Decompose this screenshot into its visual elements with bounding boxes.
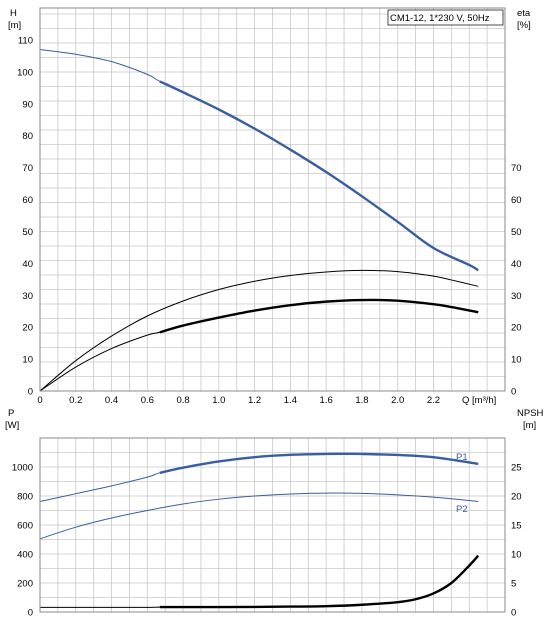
top-chart-series [39, 48, 479, 392]
series-line [39, 492, 479, 540]
right-axis-tick-label: 20 [511, 492, 522, 503]
x-axis-tick-label: 0.2 [69, 395, 82, 406]
left-axis-tick-label: 600 [17, 521, 33, 532]
left-axis-tick-label: 50 [22, 227, 33, 238]
x-axis-tick-label: 0 [37, 395, 42, 406]
bottom-chart-frame [39, 437, 506, 613]
left-axis-tick-label: 0 [28, 387, 33, 398]
chart-title-box [387, 9, 504, 26]
left-axis-tick-label: 1000 [12, 463, 33, 474]
x-axis-tick-label: 2.2 [427, 395, 440, 406]
chart-title: CM1-12, 1*230 V, 50Hz [390, 13, 490, 24]
top-chart-grid [40, 8, 505, 391]
series-line-operating-range [159, 452, 479, 474]
right-axis-tick-label: 40 [511, 259, 522, 270]
right-axis-tick-label: 60 [511, 195, 522, 206]
left-axis-tick-label: 400 [17, 550, 33, 561]
left-axis-tick-label: 110 [18, 35, 33, 46]
x-axis-tick-label: 2.0 [391, 395, 404, 406]
left-axis-tick-label: 20 [22, 323, 33, 334]
left-axis-tick-label: 60 [22, 195, 33, 206]
bottom-chart-grid [40, 438, 505, 612]
left-axis-tick-label: 100 [17, 67, 33, 78]
left-axis-tick-label: 0 [28, 608, 33, 619]
right-axis-tick-label: 25 [511, 463, 522, 474]
x-axis-tick-label: 1.2 [248, 395, 261, 406]
right-axis-tick-label: 10 [511, 355, 522, 366]
bottom-chart-tick-labels: 0 200 400 600 800 1000 0 5 10 15 20 25 [12, 463, 522, 619]
top-chart-frame [39, 7, 506, 392]
right-axis-tick-label: 20 [511, 323, 522, 334]
series-line [39, 48, 479, 271]
x-axis-tick-label: 1.4 [284, 395, 297, 406]
power-axis-unit: [W] [5, 420, 19, 431]
head-axis-unit: [m] [8, 20, 21, 31]
eta-axis-unit: [%] [517, 20, 531, 31]
series-line [39, 453, 479, 502]
top-chart-tick-labels: 0 10 20 30 40 50 60 70 80 90 100 110 0 10 20 30 40 50 60 70… [17, 35, 521, 406]
series-line [39, 299, 479, 392]
series-line-operating-range [159, 554, 480, 609]
right-axis-tick-label: 15 [511, 521, 522, 532]
head-efficiency-chart: 0 10 20 30 40 50 60 70 80 90 100 110 0 10 20 30 40 50 60 70… [8, 7, 531, 406]
left-axis-tick-label: 800 [17, 492, 33, 503]
x-axis-tick-label: 1.0 [212, 395, 225, 406]
series-line [39, 269, 479, 392]
head-axis-label: H [10, 8, 17, 19]
right-axis-tick-label: 10 [511, 550, 522, 561]
x-axis-tick-label: 0.4 [105, 395, 118, 406]
right-axis-tick-label: 0 [511, 387, 516, 398]
series-line-operating-range [159, 298, 479, 334]
right-axis-tick-label: 70 [511, 163, 522, 174]
x-axis-tick-label: 0.8 [176, 395, 189, 406]
eta-axis-label: eta [517, 8, 531, 19]
left-axis-tick-label: 200 [17, 579, 33, 590]
power-axis-label: P [8, 408, 14, 419]
npsh-axis-unit: [m] [523, 420, 536, 431]
p1-series-label: P1 [456, 452, 468, 463]
left-axis-tick-label: 40 [22, 259, 33, 270]
left-axis-tick-label: 70 [22, 163, 33, 174]
right-axis-tick-label: 0 [511, 608, 516, 619]
bottom-chart-series [39, 452, 480, 609]
right-axis-tick-label: 50 [511, 227, 522, 238]
power-npsh-chart: 0 200 400 600 800 1000 0 5 10 15 20 25 P [W] NPSH [… [5, 408, 544, 619]
right-axis-tick-label: 5 [511, 579, 516, 590]
left-axis-tick-label: 30 [22, 291, 33, 302]
left-axis-tick-label: 90 [22, 99, 33, 110]
right-axis-tick-label: 30 [511, 291, 522, 302]
x-axis-tick-label: 0.6 [141, 395, 154, 406]
left-axis-tick-label: 10 [22, 355, 33, 366]
series-line-operating-range [159, 80, 479, 272]
p2-series-label: P2 [456, 504, 468, 515]
npsh-axis-label: NPSH [517, 408, 544, 419]
x-axis-tick-label: 1.8 [355, 395, 368, 406]
left-axis-tick-label: 80 [22, 131, 33, 142]
x-axis-tick-label: 1.6 [320, 395, 333, 406]
flow-axis-label: Q [m³/h] [462, 395, 496, 406]
